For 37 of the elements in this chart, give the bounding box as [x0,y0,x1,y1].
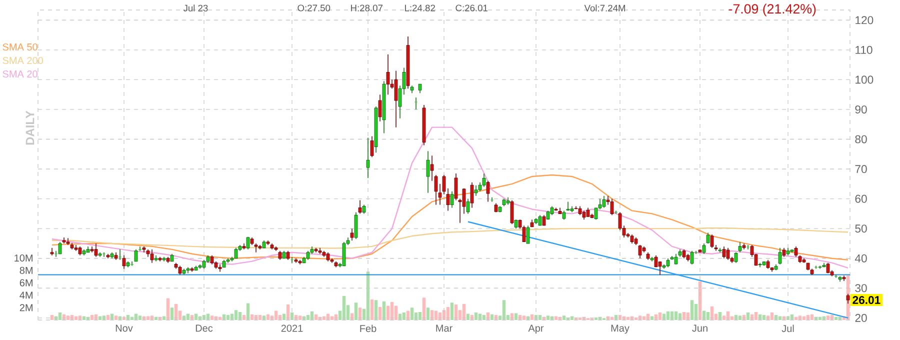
text: SMA 50 [2,43,38,51]
x-tick-label: 2021 [281,324,303,332]
y2-tick-label: 10M [14,254,32,262]
text: DAILY [26,110,34,145]
x-tick-label: Mar [436,324,452,332]
y-tick-label: 50 [855,224,867,233]
annotation: Vol:7.24M [584,4,626,12]
y-tick-label: 100 [856,76,874,84]
y-tick-label: 20 [855,314,867,322]
annotation: Jul 23 [183,4,208,12]
y-tick-label: 110 [856,46,872,54]
annotation: H:28.07 [351,4,382,12]
annotation: -7.09 (21.42%) [728,4,816,16]
y2-tick-label: 6M [20,279,32,286]
y-tick-label: 70 [855,165,867,174]
text: SMA 20 [2,70,38,78]
text: SMA 200 [2,56,43,64]
y-tick-label: 30 [855,284,867,292]
y-tick-label: 120 [856,16,874,24]
x-tick-label: Jun [692,324,708,332]
x-tick-label: Nov [116,324,133,332]
y-tick-label: 40 [854,254,867,262]
x-tick-label: Feb [360,324,376,332]
x-tick-label: Dec [196,324,213,332]
annotation: C:26.01 [456,4,488,12]
y-tick-label: 60 [855,194,867,203]
y2-tick-label: 2M [20,304,32,312]
y-tick-label: 80 [855,135,867,144]
y2-tick-label: 8M [20,266,32,274]
annotation: 26.01 [852,296,880,304]
annotation: L:24.82 [405,4,435,12]
annotation: O:27.50 [298,4,330,12]
y-tick-label: 90 [855,105,867,114]
x-tick-label: Apr [528,324,544,334]
y2-tick-label: 4M [20,292,32,299]
x-tick-label: Jul [782,324,794,332]
x-tick-label: May [611,324,630,334]
